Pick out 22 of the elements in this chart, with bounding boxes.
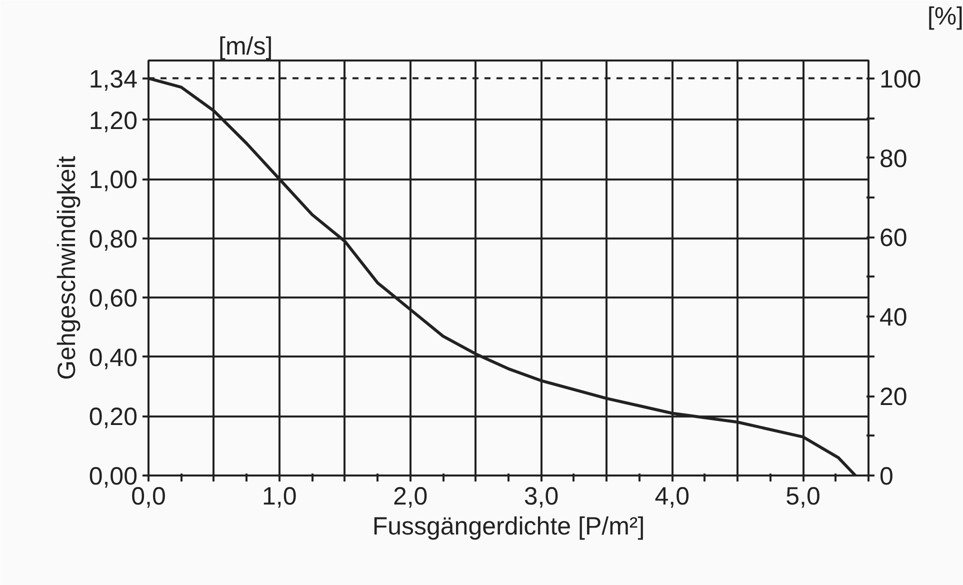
text: [m/s] [218, 32, 273, 60]
x-tick-label: 2,0 [392, 482, 428, 510]
y-tick-label: 1,20 [88, 106, 138, 135]
y-tick-label: 0,80 [88, 225, 138, 254]
y-tick-label: 0,20 [88, 403, 138, 432]
x-tick-label: 4,0 [654, 482, 690, 510]
y2-tick-label: 60 [880, 224, 908, 252]
text: [%] [927, 2, 963, 30]
y2-tick-label: 80 [880, 144, 908, 173]
y-tick-label: 0,60 [88, 284, 138, 313]
x-tick-label: 3,0 [524, 482, 559, 510]
y2-tick-label: 40 [880, 304, 908, 332]
y2-tick-label: 100 [880, 65, 922, 94]
y2-tick-label: 0 [880, 462, 894, 490]
y-tick-label: 1,00 [88, 166, 138, 194]
x-tick-label: 1,0 [262, 482, 297, 510]
y-tick-label: 1,34 [88, 65, 138, 94]
y-axis-title: Gehgeschwindigkeit [52, 156, 81, 380]
x-tick-label: 5,0 [786, 482, 820, 510]
y-tick-label: 0,40 [88, 344, 138, 372]
x-axis-title: Fussgängerdichte [P/m²] [372, 512, 645, 540]
y2-tick-label: 20 [880, 383, 908, 412]
